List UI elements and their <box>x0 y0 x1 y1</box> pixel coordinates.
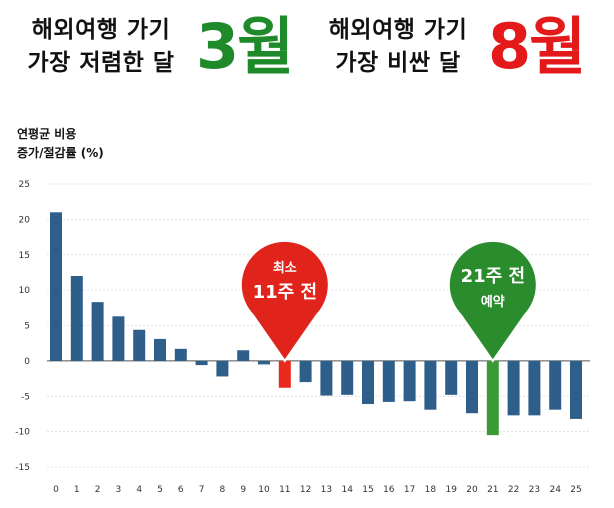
bar <box>445 360 458 395</box>
bar <box>91 302 104 361</box>
bar <box>258 360 270 365</box>
bar <box>507 360 520 416</box>
x-tick-label: 2 <box>95 485 101 495</box>
x-tick-label: 23 <box>529 485 540 495</box>
bar <box>70 275 83 361</box>
annotation-line1: 최소 <box>273 261 297 276</box>
y-tick-label: 20 <box>19 215 31 225</box>
bar <box>237 350 250 361</box>
x-tick-label: 15 <box>362 485 373 495</box>
x-tick-label: 5 <box>157 485 163 495</box>
x-tick-label: 0 <box>53 485 59 495</box>
bar <box>320 360 333 396</box>
y-tick-label: 25 <box>19 180 30 190</box>
bar <box>341 360 354 395</box>
y-axis-label-line1: 연평균 비용 <box>17 127 77 141</box>
x-tick-label: 14 <box>341 485 353 495</box>
y-axis-label: 연평균 비용 증가/절감률 (%) <box>17 125 104 163</box>
x-tick-label: 3 <box>116 485 122 495</box>
bar <box>403 360 416 402</box>
bar <box>486 360 499 436</box>
x-tick-label: 1 <box>74 485 80 495</box>
x-tick-label: 12 <box>300 485 311 495</box>
x-tick-label: 25 <box>570 485 581 495</box>
bar <box>216 360 229 377</box>
cheapest-month-caption: 해외여행 가기 가장 저렴한 달 <box>6 14 196 80</box>
bar <box>154 338 166 361</box>
annotation-line2: 11주 전 <box>253 282 317 303</box>
x-tick-label: 8 <box>220 485 226 495</box>
bar <box>549 360 562 410</box>
bar <box>50 212 62 361</box>
y-tick-label: -5 <box>21 392 30 402</box>
x-tick-label: 18 <box>425 485 437 495</box>
x-tick-label: 22 <box>508 485 519 495</box>
x-tick-label: 9 <box>240 485 246 495</box>
y-tick-label: 5 <box>24 322 30 332</box>
bar <box>570 360 582 419</box>
bar <box>299 360 312 383</box>
annotation-line1: 21주 전 <box>461 266 525 287</box>
x-tick-label: 4 <box>136 485 142 495</box>
bar <box>195 360 208 366</box>
y-tick-label: 15 <box>19 251 30 261</box>
cheapest-month: 3월 <box>196 10 294 83</box>
x-tick-label: 11 <box>279 485 290 495</box>
y-axis-label-line2: 증가/절감률 (%) <box>17 146 104 160</box>
x-tick-label: 20 <box>466 485 478 495</box>
expensive-caption-line1: 해외여행 가기 <box>328 17 468 43</box>
bar <box>424 360 437 410</box>
x-tick-label: 13 <box>321 485 332 495</box>
x-tick-label: 17 <box>404 485 415 495</box>
bar <box>174 348 187 361</box>
x-tick-label: 7 <box>199 485 205 495</box>
bar <box>528 360 541 416</box>
x-tick-label: 24 <box>549 485 561 495</box>
x-tick-label: 16 <box>383 485 395 495</box>
y-tick-label: 10 <box>19 286 31 296</box>
y-tick-label: -15 <box>15 463 30 473</box>
expensive-month-caption: 해외여행 가기 가장 비싼 달 <box>308 14 488 80</box>
expensive-month: 8월 <box>488 10 586 83</box>
annotation-line2: 예약 <box>481 294 505 310</box>
annotation-pin <box>239 239 330 363</box>
cheapest-caption-line1: 해외여행 가기 <box>31 17 171 43</box>
bar <box>112 316 125 361</box>
bar <box>382 360 395 402</box>
x-tick-label: 10 <box>258 485 270 495</box>
bar <box>278 360 291 388</box>
x-tick-label: 21 <box>487 485 498 495</box>
y-tick-label: 0 <box>24 357 30 367</box>
x-tick-label: 6 <box>178 485 184 495</box>
expensive-caption-line2: 가장 비싼 달 <box>335 50 461 76</box>
bar <box>466 360 478 414</box>
x-tick-label: 19 <box>445 485 457 495</box>
cheapest-caption-line2: 가장 저렴한 달 <box>27 50 175 76</box>
bar <box>362 360 374 405</box>
annotation-pin <box>447 239 538 363</box>
bar <box>133 329 146 361</box>
y-tick-label: -10 <box>15 428 30 438</box>
